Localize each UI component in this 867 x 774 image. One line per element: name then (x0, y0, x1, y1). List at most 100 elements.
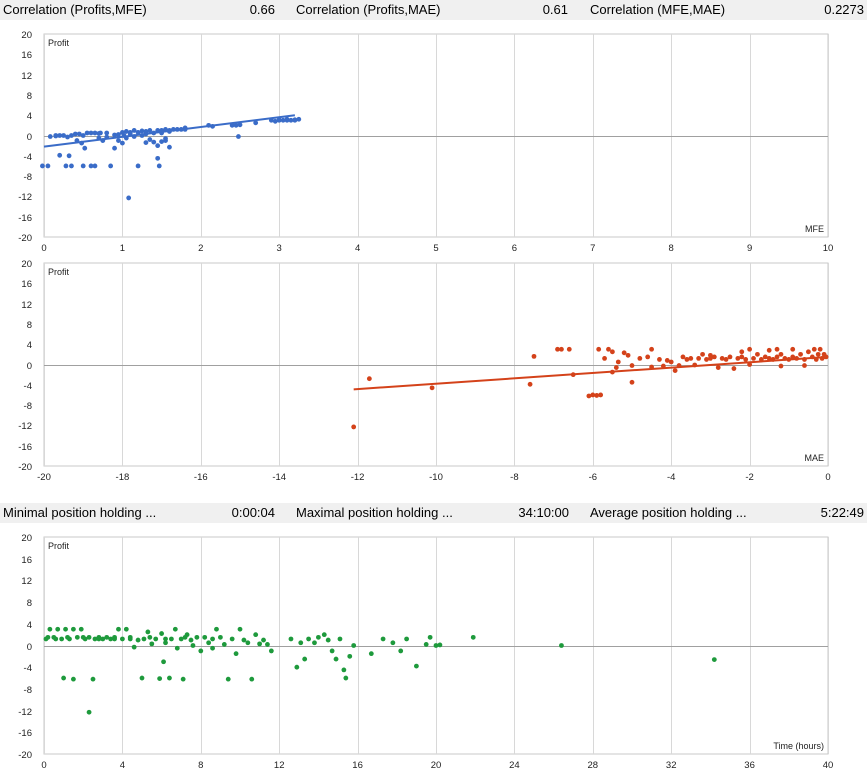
data-point (645, 354, 651, 360)
data-point (55, 626, 61, 632)
data-point (390, 640, 396, 646)
data-point (751, 356, 756, 361)
data-point (711, 354, 717, 360)
data-point (302, 656, 308, 662)
stat-label-profits-mae: Correlation (Profits,MAE) (296, 2, 441, 17)
data-point (96, 636, 102, 642)
y-tick-label: -8 (24, 172, 32, 183)
data-point (161, 659, 166, 665)
data-point (586, 393, 592, 399)
data-point (65, 134, 70, 140)
data-point (135, 163, 141, 169)
data-point (602, 356, 607, 361)
data-point (163, 636, 168, 642)
data-point (45, 634, 51, 640)
data-point (157, 676, 163, 681)
data-point (47, 134, 53, 139)
y-tick-label: 0 (27, 361, 32, 372)
data-point (88, 130, 94, 136)
data-point (66, 153, 72, 159)
data-point (198, 648, 204, 654)
data-point (298, 640, 304, 646)
data-point (139, 675, 145, 681)
data-point (668, 359, 674, 365)
data-point (414, 663, 419, 669)
data-point (127, 636, 133, 642)
x-tick-label: 3 (277, 243, 282, 254)
stat-value-profits-mae: 0.61 (542, 2, 568, 17)
data-point (120, 140, 125, 146)
x-tick-label: 5 (433, 243, 438, 254)
data-point (606, 346, 611, 352)
y-tick-label: 8 (27, 91, 32, 102)
data-point (629, 379, 635, 385)
data-point (249, 676, 255, 682)
data-point (470, 634, 476, 640)
y-tick-label: 16 (21, 279, 32, 290)
data-point (180, 676, 186, 682)
x-tick-label: 4 (120, 760, 125, 771)
data-point (100, 636, 106, 642)
data-point (188, 637, 194, 643)
y-tick-label: -16 (18, 213, 32, 224)
data-point (272, 118, 278, 124)
data-point (288, 636, 294, 642)
data-point (57, 152, 63, 158)
data-point (613, 365, 619, 370)
chart-time: -20 -16 -12 -8 -4 0 4 8 12 16 20 0 4 8 12 16 20 24 28 32 36 4… (18, 533, 833, 771)
y-tick-label: 4 (27, 340, 32, 351)
y-tick-label: -8 (24, 401, 32, 412)
data-point (116, 138, 121, 143)
data-point (404, 636, 409, 642)
data-point (621, 350, 627, 356)
data-point (139, 128, 145, 134)
data-point (80, 634, 86, 640)
data-point (398, 648, 404, 654)
data-point (63, 163, 69, 169)
data-point (74, 634, 80, 640)
data-point (743, 357, 749, 362)
data-point (811, 346, 817, 352)
data-point (312, 640, 317, 646)
data-point (296, 116, 302, 122)
data-point (253, 120, 259, 126)
data-point (120, 636, 125, 642)
data-point (774, 354, 780, 360)
stat-value-profits-mfe: 0.66 (249, 2, 275, 17)
data-point (316, 634, 321, 640)
x-axis-label: MFE (805, 224, 824, 234)
data-point (206, 640, 212, 646)
x-tick-label: -10 (429, 472, 443, 483)
data-point (104, 130, 110, 136)
data-point (72, 131, 78, 137)
data-point (145, 629, 151, 635)
data-point (151, 139, 157, 145)
y-tick-label: -20 (18, 750, 32, 761)
y-tick-label: 20 (21, 533, 32, 544)
y-tick-label: 8 (27, 598, 32, 609)
data-point (71, 676, 76, 682)
data-point (680, 354, 686, 360)
data-point (802, 363, 807, 368)
data-point (169, 636, 174, 642)
data-point (71, 626, 76, 632)
data-point (123, 626, 129, 632)
data-point (135, 130, 141, 135)
data-point (112, 132, 117, 138)
y-tick-label: -4 (24, 152, 32, 163)
data-point (63, 626, 68, 632)
data-point (333, 656, 339, 662)
stat-value-mfe-mae: 0.2273 (824, 2, 864, 17)
y-axis-label: Profit (48, 267, 70, 277)
data-point (294, 664, 300, 670)
data-point (45, 163, 51, 169)
data-point (245, 640, 251, 646)
data-point (69, 133, 74, 138)
data-point (65, 634, 70, 640)
data-point (172, 626, 178, 632)
data-point (437, 642, 443, 648)
data-point (163, 640, 168, 646)
data-point (182, 634, 188, 640)
data-point (104, 634, 110, 640)
